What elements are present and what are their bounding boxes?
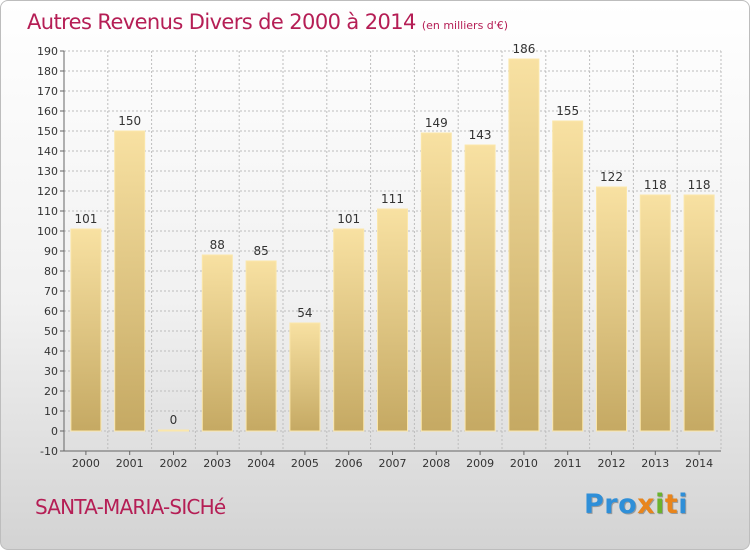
y-tick-label-100: 100 <box>37 225 58 238</box>
y-tick-label-150: 150 <box>37 125 58 138</box>
y-tick-label-10: 10 <box>44 405 58 418</box>
bar-2010 <box>508 58 540 432</box>
x-tick-label-2000: 2000 <box>72 457 100 470</box>
y-tick-label-80: 80 <box>44 265 58 278</box>
data-label-2002: 0 <box>170 413 178 427</box>
x-tick-label-2014: 2014 <box>685 457 713 470</box>
data-label-2010: 186 <box>512 42 535 56</box>
bar-2012 <box>596 186 627 432</box>
bar-2009 <box>464 144 496 432</box>
chart-title-text: Autres Revenus Divers de 2000 à 2014 <box>27 10 416 34</box>
y-tick-label-40: 40 <box>44 345 58 358</box>
x-tick-label-2003: 2003 <box>203 457 231 470</box>
data-label-2005: 54 <box>297 306 312 320</box>
y-tick-label-50: 50 <box>44 325 58 338</box>
data-label-2011: 155 <box>556 104 579 118</box>
axes: -10 0 10 20 30 40 50 60 70 80 90 100 110 120 130 140 150… <box>37 45 721 470</box>
x-tick-label-2011: 2011 <box>554 457 582 470</box>
bar-2002 <box>158 429 189 432</box>
x-tick-label-2001: 2001 <box>116 457 144 470</box>
y-tick-label-110: 110 <box>37 205 58 218</box>
bar-2011 <box>552 120 584 432</box>
y-tick-label-90: 90 <box>44 245 58 258</box>
y-tick-label-70: 70 <box>44 285 58 298</box>
logo-letter-4: i <box>678 489 689 520</box>
data-label-2008: 149 <box>425 116 448 130</box>
proxiti-logo[interactable]: Proxiti <box>584 489 688 520</box>
bar-2008 <box>420 132 452 432</box>
data-label-2003: 88 <box>210 238 225 252</box>
y-tick-label-60: 60 <box>44 305 58 318</box>
data-label-2013: 118 <box>644 178 667 192</box>
data-label-2001: 150 <box>118 114 141 128</box>
bar-2006 <box>333 228 365 432</box>
bar-2013 <box>639 194 671 432</box>
chart-title: Autres Revenus Divers de 2000 à 2014 (en … <box>27 10 508 34</box>
x-tick-label-2006: 2006 <box>335 457 363 470</box>
y-tick-label-170: 170 <box>37 85 58 98</box>
data-label-2014: 118 <box>688 178 711 192</box>
logo-letter-0: Pro <box>584 489 638 520</box>
data-label-2012: 122 <box>600 170 623 184</box>
x-tick-label-2005: 2005 <box>291 457 319 470</box>
x-tick-label-2007: 2007 <box>379 457 407 470</box>
y-tick-label-20: 20 <box>44 385 58 398</box>
x-tick-label-2013: 2013 <box>641 457 669 470</box>
x-tick-label-2002: 2002 <box>160 457 188 470</box>
x-tick-label-2008: 2008 <box>422 457 450 470</box>
y-tick-label-180: 180 <box>37 65 58 78</box>
y-tick-label-160: 160 <box>37 105 58 118</box>
y-tick-label--10: -10 <box>40 445 58 458</box>
y-tick-label-30: 30 <box>44 365 58 378</box>
bar-2001 <box>114 130 146 432</box>
y-tick-label-140: 140 <box>37 145 58 158</box>
x-tick-label-2004: 2004 <box>247 457 275 470</box>
bar-2003 <box>201 254 233 432</box>
y-tick-label-120: 120 <box>37 185 58 198</box>
bar-2005 <box>289 322 321 432</box>
logo-letter-2: i <box>655 489 665 520</box>
x-tick-label-2012: 2012 <box>598 457 626 470</box>
x-tick-label-2009: 2009 <box>466 457 494 470</box>
data-label-2006: 101 <box>337 212 360 226</box>
data-label-2000: 101 <box>74 212 97 226</box>
logo-letter-3: t <box>664 489 679 520</box>
commune-name: SANTA-MARIA-SICHé <box>35 495 226 519</box>
logo-letter-1: x <box>637 489 656 520</box>
bar-2007 <box>377 208 408 432</box>
chart-unit: (en milliers d'€) <box>421 19 509 32</box>
data-labels: 101 150 0 88 85 54 101 111 149 143 186 155 122 118 118 <box>74 42 710 427</box>
x-tick-label-2010: 2010 <box>510 457 538 470</box>
y-tick-label-130: 130 <box>37 165 58 178</box>
bar-2014 <box>683 194 715 432</box>
data-label-2004: 85 <box>253 244 268 258</box>
bars <box>70 58 715 432</box>
y-tick-label-0: 0 <box>51 425 58 438</box>
data-label-2009: 143 <box>469 128 492 142</box>
bar-2000 <box>70 228 102 432</box>
data-label-2007: 111 <box>381 192 404 206</box>
y-tick-label-190: 190 <box>37 45 58 58</box>
bar-2004 <box>245 260 277 432</box>
